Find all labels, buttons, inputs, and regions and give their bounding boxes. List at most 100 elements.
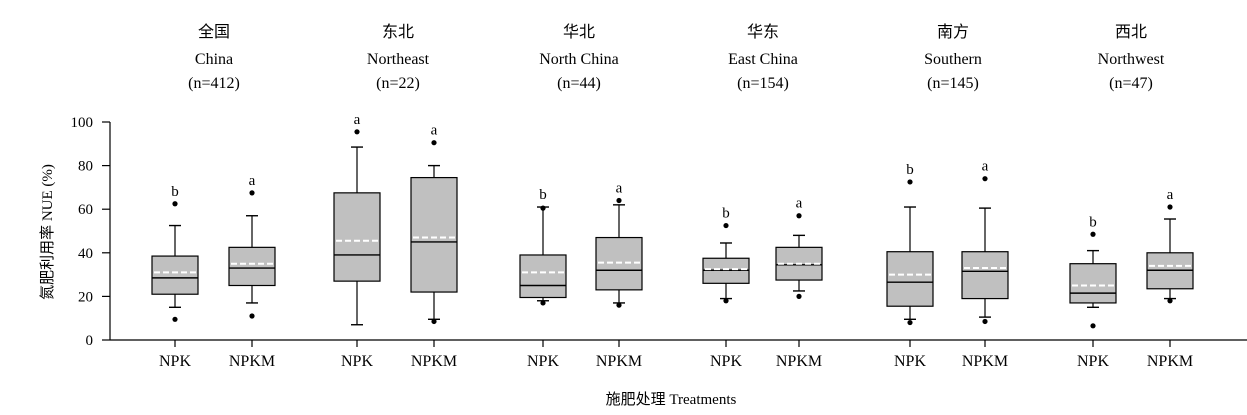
x-tick-label: NPK <box>894 353 926 370</box>
group-sample-size: (n=47) <box>1109 75 1153 92</box>
outlier-point <box>354 129 360 135</box>
significance-letter: b <box>906 162 914 178</box>
x-tick-label: NPK <box>1077 353 1109 370</box>
outlier-point <box>723 222 729 229</box>
group-title-cn: 南方 <box>937 23 969 41</box>
outlier-point <box>616 302 622 308</box>
group-title-cn: 西北 <box>1115 23 1147 41</box>
outlier-point <box>796 213 802 219</box>
group-headers: 全国 China (n=412) 东北 Northeast (n=22) 华北 North C… <box>188 23 1165 92</box>
iqr-box <box>595 236 643 291</box>
iqr-box <box>961 251 1009 300</box>
group-title-cn: 华东 <box>747 23 779 41</box>
x-tick-label: NPKM <box>411 353 457 370</box>
outlier-point <box>1090 231 1096 237</box>
significance-letter: b <box>171 184 179 200</box>
box-npkm: a <box>775 196 823 299</box>
y-ticks: 0 20 40 60 80 100 <box>71 115 110 349</box>
y-tick-label: 0 <box>86 333 94 349</box>
x-tick-label: NPKM <box>1147 353 1193 370</box>
outlier-point <box>1167 204 1173 210</box>
significance-letter: a <box>354 112 361 128</box>
significance-letter: a <box>1167 187 1174 203</box>
group-sample-size: (n=412) <box>188 75 240 92</box>
outlier-point <box>431 140 437 146</box>
x-ticks: NPK NPKM NPK NPKM NPK NPKM NPK NPKM NPK NPKM NPK NP… <box>159 340 1193 370</box>
outlier-point <box>249 190 255 196</box>
iqr-box <box>1069 263 1117 304</box>
group-title-en: East China <box>728 51 798 68</box>
x-axis-title: 施肥处理 Treatments <box>606 391 737 408</box>
outlier-point <box>540 205 546 211</box>
significance-letter: a <box>249 173 256 189</box>
group-title-cn: 全国 <box>198 23 230 41</box>
outlier-point <box>907 319 913 326</box>
outlier-point <box>1090 323 1096 329</box>
significance-letter: b <box>539 187 547 203</box>
iqr-box <box>333 192 381 282</box>
outlier-point <box>616 197 622 204</box>
box-npkm: a <box>961 159 1009 325</box>
significance-letter: b <box>722 206 730 222</box>
iqr-box <box>519 254 567 299</box>
group-sample-size: (n=22) <box>376 75 420 92</box>
outlier-point <box>540 300 546 306</box>
iqr-box <box>410 176 458 293</box>
y-tick-label: 20 <box>78 289 93 305</box>
group-title-cn: 华北 <box>563 23 595 41</box>
y-tick-label: 40 <box>78 246 93 262</box>
box-series: b a a a b a b a b a b a <box>151 112 1194 329</box>
significance-letter: a <box>431 123 438 139</box>
box-npkm: a <box>595 180 643 308</box>
outlier-point <box>982 318 988 325</box>
group-title-en: North China <box>539 51 619 68</box>
group-title-en: Northwest <box>1098 51 1165 68</box>
group-sample-size: (n=145) <box>927 75 979 92</box>
box-npkm: a <box>410 123 458 325</box>
group-sample-size: (n=154) <box>737 75 789 92</box>
outlier-point <box>723 298 729 304</box>
y-tick-label: 60 <box>78 202 93 218</box>
box-npkm: a <box>1146 187 1194 304</box>
box-npk: a <box>333 112 381 326</box>
x-tick-label: NPKM <box>229 353 275 370</box>
outlier-point <box>907 179 913 185</box>
y-axis-title: 氮肥利用率 NUE (%) <box>39 164 56 300</box>
x-tick-label: NPKM <box>776 353 822 370</box>
group-title-en: China <box>195 51 233 68</box>
significance-letter: b <box>1089 214 1097 230</box>
x-tick-label: NPKM <box>596 353 642 370</box>
y-tick-label: 100 <box>71 115 94 131</box>
outlier-point <box>982 176 988 182</box>
significance-letter: a <box>796 196 803 212</box>
box-npk: b <box>151 184 199 322</box>
box-npk: b <box>886 162 934 326</box>
box-npkm: a <box>228 173 276 319</box>
group-title-cn: 东北 <box>382 23 414 41</box>
outlier-point <box>172 201 178 207</box>
group-title-en: Northeast <box>367 51 430 68</box>
x-tick-label: NPKM <box>962 353 1008 370</box>
significance-letter: a <box>616 180 623 196</box>
outlier-point <box>1167 298 1173 304</box>
outlier-point <box>249 313 255 319</box>
group-sample-size: (n=44) <box>557 75 601 92</box>
iqr-box <box>228 246 276 287</box>
outlier-point <box>796 293 802 299</box>
box-npk: b <box>702 206 750 304</box>
box-npk: b <box>519 187 567 306</box>
iqr-box <box>886 251 934 307</box>
y-tick-label: 80 <box>78 159 93 175</box>
box-npk: b <box>1069 214 1117 329</box>
group-title-en: Southern <box>924 51 982 68</box>
outlier-point <box>431 318 437 325</box>
significance-letter: a <box>982 159 989 175</box>
x-tick-label: NPK <box>159 353 191 370</box>
x-tick-label: NPK <box>341 353 373 370</box>
x-tick-label: NPK <box>710 353 742 370</box>
iqr-box <box>151 255 199 295</box>
x-tick-label: NPK <box>527 353 559 370</box>
outlier-point <box>172 316 178 322</box>
